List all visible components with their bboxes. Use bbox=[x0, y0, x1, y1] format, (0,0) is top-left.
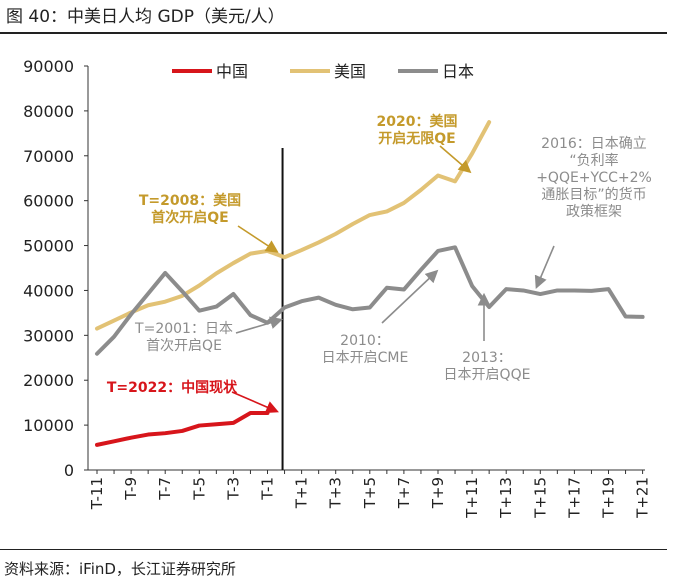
annotation-label: +QQE+YCC+2% bbox=[536, 170, 652, 186]
top-rule bbox=[0, 32, 667, 34]
annotation-arrow bbox=[534, 245, 555, 289]
bottom-rule bbox=[0, 549, 667, 550]
x-tick-label: T-1 bbox=[259, 477, 277, 501]
x-tick-label: T+5 bbox=[361, 477, 379, 509]
legend-label-china: 中国 bbox=[216, 62, 248, 81]
series-line-japan bbox=[95, 245, 645, 356]
x-tick-label: T-7 bbox=[156, 477, 174, 501]
x-tick-label: T+19 bbox=[600, 477, 618, 519]
figure-title: 图 40：中美日人均 GDP（美元/人） bbox=[6, 7, 285, 27]
x-tick-label: T+7 bbox=[395, 477, 413, 509]
annotation-label: “负利率 bbox=[569, 152, 618, 169]
annotation-label: 2013： bbox=[462, 350, 512, 366]
annotation-label: 2010： bbox=[340, 333, 390, 349]
x-tick-label: T-11 bbox=[88, 477, 106, 510]
y-tick-label: 40000 bbox=[23, 281, 74, 300]
annotation-label: 政策框架 bbox=[566, 203, 622, 220]
annotation-arrow bbox=[231, 391, 279, 414]
x-tick-label: T-9 bbox=[122, 477, 140, 501]
x-tick-label: T+3 bbox=[327, 477, 345, 509]
annotation-label: 首次开启QE bbox=[146, 338, 222, 354]
annotation-label: T=2022：中国现状 bbox=[107, 379, 238, 396]
x-tick-label: T+1 bbox=[293, 477, 311, 509]
x-tick-label: T+15 bbox=[531, 477, 549, 519]
y-tick-label: 30000 bbox=[23, 326, 74, 345]
series-line-usa bbox=[95, 120, 492, 331]
y-tick-label: 70000 bbox=[23, 147, 74, 166]
legend-label-japan: 日本 bbox=[442, 62, 474, 81]
y-tick-label: 10000 bbox=[23, 416, 74, 435]
series-line-china bbox=[95, 410, 270, 447]
annotation-label: 首次开启QE bbox=[151, 209, 228, 226]
x-tick-label: T+17 bbox=[565, 477, 583, 519]
x-tick-label: T+9 bbox=[429, 477, 447, 509]
annotation-label: 日本开启CME bbox=[322, 350, 409, 366]
annotation-label: 2020：美国 bbox=[377, 113, 458, 130]
annotation-label: 开启无限QE bbox=[378, 130, 455, 147]
y-tick-label: 50000 bbox=[23, 237, 74, 256]
annotation-arrow bbox=[439, 145, 472, 174]
annotation-arrow bbox=[237, 225, 279, 253]
annotation-label: 日本开启QQE bbox=[444, 367, 531, 383]
x-tick-label: T+21 bbox=[634, 477, 652, 519]
x-tick-label: T-5 bbox=[190, 477, 208, 501]
y-tick-label: 20000 bbox=[23, 371, 74, 390]
annotation-label: T=2001：日本 bbox=[134, 321, 233, 337]
x-tick-label: T-3 bbox=[224, 477, 242, 501]
annotation-label: 通胀目标”的货币 bbox=[541, 186, 646, 203]
y-tick-label: 80000 bbox=[23, 102, 74, 121]
legend-label-usa: 美国 bbox=[334, 62, 366, 81]
y-tick-label: 60000 bbox=[23, 192, 74, 211]
annotation-label: 2016：日本确立 bbox=[541, 136, 647, 152]
y-tick-label: 0 bbox=[64, 461, 74, 480]
source-note: 资料来源：iFinD，长江证券研究所 bbox=[4, 560, 236, 578]
x-tick-label: T+13 bbox=[497, 477, 515, 519]
y-tick-label: 90000 bbox=[23, 57, 74, 76]
x-tick-label: T+11 bbox=[463, 477, 481, 519]
annotation-label: T=2008：美国 bbox=[139, 192, 241, 209]
annotation-arrow bbox=[381, 269, 439, 324]
annotation-arrow bbox=[235, 316, 284, 334]
